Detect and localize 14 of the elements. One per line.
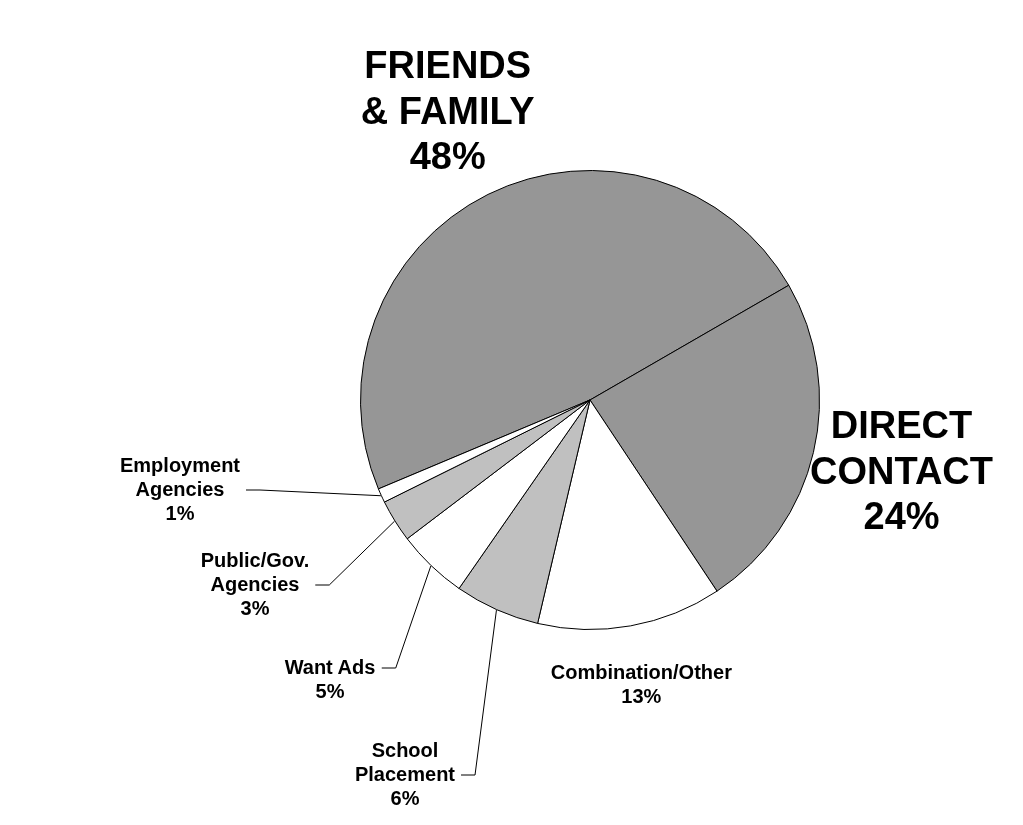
data-label: 48% — [409, 135, 486, 178]
slice-label: FRIENDS & FAMILY — [360, 44, 535, 132]
data-label: 3% — [240, 596, 270, 619]
slice-label: DIRECT CONTACT — [810, 403, 994, 492]
slice-label: Public/Gov. Agencies — [200, 548, 310, 595]
data-label: 6% — [390, 786, 420, 809]
slice-label: Employment Agencies — [119, 453, 241, 500]
data-label: 13% — [621, 684, 662, 707]
slice-label: Combination/Other — [550, 660, 733, 683]
data-label: 24% — [863, 495, 940, 538]
data-label: 5% — [315, 679, 345, 702]
data-label: 1% — [165, 501, 195, 524]
slice-label: School Placement — [354, 738, 456, 785]
slice-label: Want Ads — [284, 655, 376, 678]
